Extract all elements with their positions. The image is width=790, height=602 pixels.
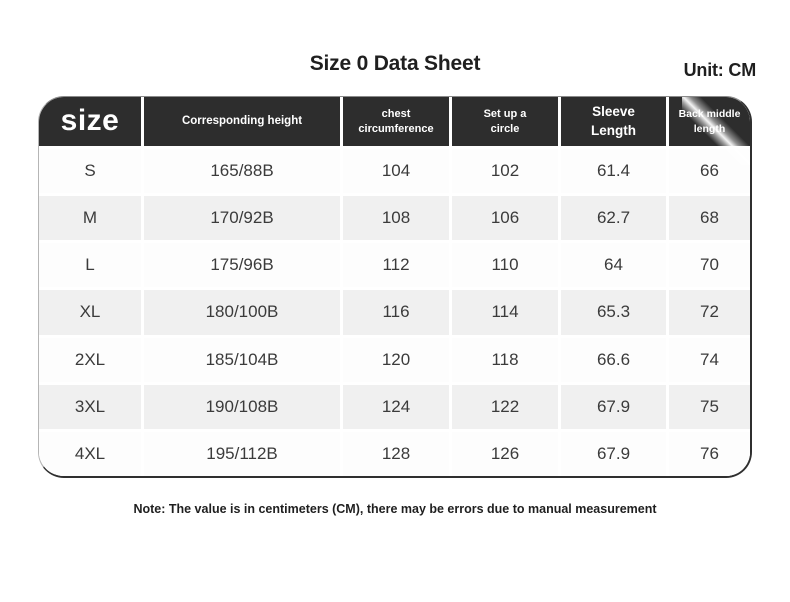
- table-cell: 120: [343, 337, 449, 382]
- table-cell: 64: [561, 243, 666, 288]
- table-cell: 104: [343, 149, 449, 194]
- page-title: Size 0 Data Sheet: [309, 52, 481, 75]
- table-cell: 67.9: [561, 431, 666, 476]
- header-cell-back-middle-length: Back middle length: [669, 97, 750, 146]
- table-cell: 126: [452, 431, 558, 476]
- table-cell: XL: [39, 290, 141, 335]
- table-cell: 108: [343, 196, 449, 241]
- table-cell: 4XL: [39, 431, 141, 476]
- header-cell-set-up-a-circle: Set up a circle: [452, 97, 558, 146]
- table-cell: 114: [452, 290, 558, 335]
- size-table-card: size Corresponding height chest circumfe…: [38, 96, 752, 478]
- table-cell: 68: [669, 196, 750, 241]
- unit-label: Unit: CM: [683, 60, 757, 80]
- table-cell: 66: [669, 149, 750, 194]
- table-cell: 74: [669, 337, 750, 382]
- table-cell: 61.4: [561, 149, 666, 194]
- table-cell: 180/100B: [144, 290, 340, 335]
- table-cell: 195/112B: [144, 431, 340, 476]
- measurement-note: Note: The value is in centimeters (CM), …: [133, 502, 657, 516]
- table-cell: 170/92B: [144, 196, 340, 241]
- table-cell: 118: [452, 337, 558, 382]
- table-cell: 190/108B: [144, 384, 340, 429]
- table-cell: 185/104B: [144, 337, 340, 382]
- table-cell: 70: [669, 243, 750, 288]
- table-cell: 3XL: [39, 384, 141, 429]
- header-cell-corresponding-height: Corresponding height: [144, 97, 340, 146]
- header-cell-size: size: [39, 97, 141, 146]
- table-cell: 128: [343, 431, 449, 476]
- table-cell: 62.7: [561, 196, 666, 241]
- table-cell: 75: [669, 384, 750, 429]
- table-cell: 112: [343, 243, 449, 288]
- table-cell: 165/88B: [144, 149, 340, 194]
- table-cell: 65.3: [561, 290, 666, 335]
- table-cell: 2XL: [39, 337, 141, 382]
- table-cell: 124: [343, 384, 449, 429]
- table-cell: S: [39, 149, 141, 194]
- header-cell-chest-circumference: chest circumference: [343, 97, 449, 146]
- table-cell: 110: [452, 243, 558, 288]
- table-cell: 106: [452, 196, 558, 241]
- table-cell: 76: [669, 431, 750, 476]
- table-cell: 175/96B: [144, 243, 340, 288]
- table-cell: 122: [452, 384, 558, 429]
- table-cell: 72: [669, 290, 750, 335]
- table-cell: 116: [343, 290, 449, 335]
- table-cell: 102: [452, 149, 558, 194]
- table-cell: L: [39, 243, 141, 288]
- table-cell: 66.6: [561, 337, 666, 382]
- table-cell: 67.9: [561, 384, 666, 429]
- size-table: size Corresponding height chest circumfe…: [39, 97, 750, 476]
- table-cell: M: [39, 196, 141, 241]
- header-cell-sleeve-length: Sleeve Length: [561, 97, 666, 146]
